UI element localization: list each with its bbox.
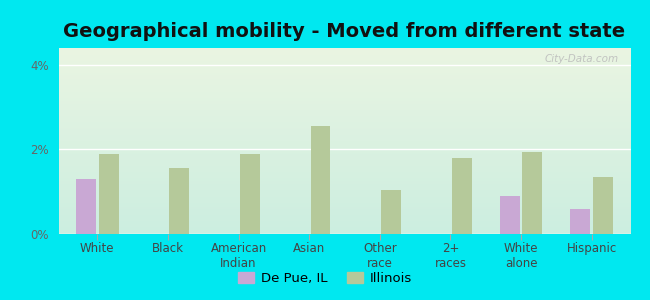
Legend: De Pue, IL, Illinois: De Pue, IL, Illinois (233, 267, 417, 290)
Bar (381, 190, 401, 234)
Bar (170, 169, 189, 234)
Bar (571, 208, 590, 234)
Bar (76, 179, 96, 234)
Bar (240, 154, 260, 234)
Bar (99, 154, 118, 234)
Bar (311, 126, 330, 234)
Bar (500, 196, 519, 234)
Bar (452, 158, 472, 234)
Title: Geographical mobility - Moved from different state: Geographical mobility - Moved from diffe… (64, 22, 625, 41)
Text: City-Data.com: City-Data.com (545, 54, 619, 64)
Bar (593, 177, 613, 234)
Bar (523, 152, 542, 234)
